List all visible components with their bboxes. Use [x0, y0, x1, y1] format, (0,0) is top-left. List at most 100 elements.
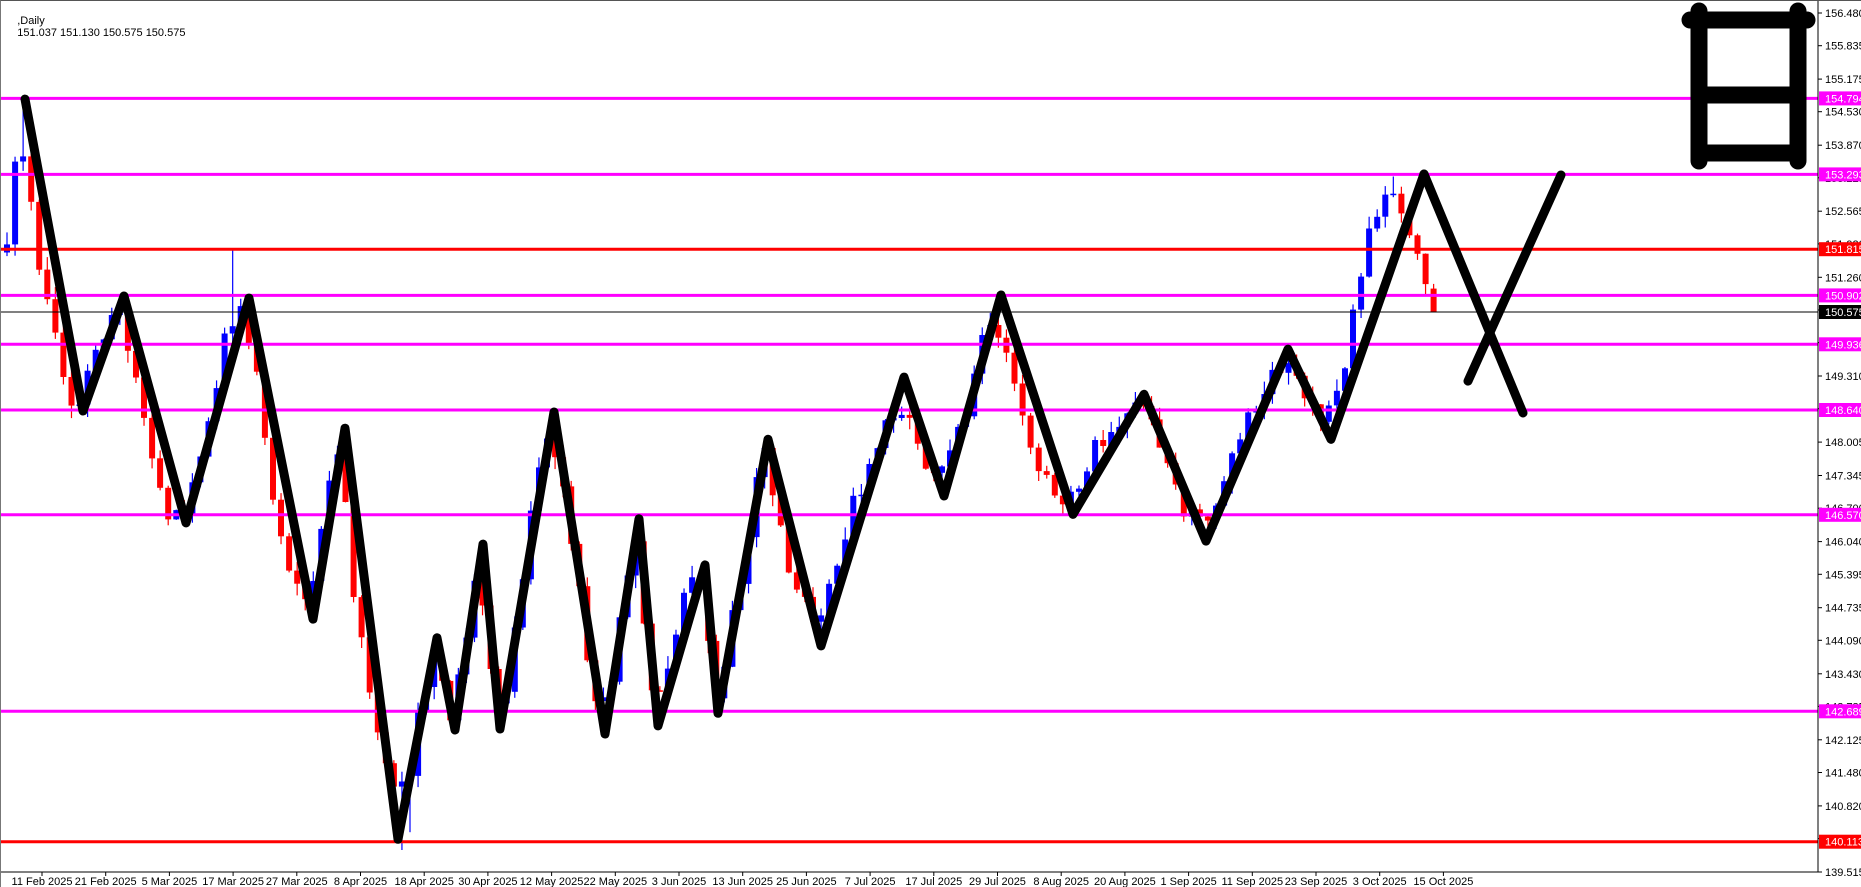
- price-badge: [1819, 242, 1861, 257]
- projection-trendline[interactable]: [1419, 169, 1528, 418]
- date-tick-label: 3 Oct 2025: [1353, 876, 1407, 887]
- candle-body: [1180, 484, 1187, 517]
- symbol-period-label: ,Daily: [17, 15, 45, 27]
- price-badge: [1819, 403, 1861, 417]
- price-tick-label: 153.870: [1825, 140, 1861, 152]
- candle-body: [656, 690, 663, 692]
- price-badge-label: 142.689: [1825, 706, 1861, 718]
- candle-body: [858, 494, 865, 497]
- price-badge: [1819, 91, 1861, 106]
- candle-body: [165, 487, 172, 520]
- candle-body: [1084, 471, 1090, 489]
- date-tick-label: 25 Jun 2025: [776, 876, 837, 887]
- price-tick-label: 155.835: [1825, 41, 1861, 53]
- candle-body: [20, 156, 27, 162]
- price-badge-label: 149.936: [1825, 339, 1861, 351]
- candle-body: [12, 161, 19, 245]
- candle-body: [1253, 411, 1260, 413]
- date-tick-label: 13 Jun 2025: [712, 876, 773, 887]
- projection-trendline[interactable]: [1463, 170, 1566, 386]
- candle-body: [342, 454, 349, 502]
- support-resistance-lines[interactable]: [1, 96, 1818, 844]
- candle-body: [1374, 216, 1381, 229]
- candle-body: [221, 333, 228, 389]
- candle-body: [157, 458, 164, 488]
- date-tick-label: 3 Jun 2025: [652, 876, 706, 887]
- candle-body: [358, 597, 365, 638]
- price-tick-label: 152.565: [1825, 206, 1861, 218]
- price-badge-label: 154.794: [1825, 93, 1861, 105]
- date-tick-label: 8 Aug 2025: [1033, 876, 1089, 887]
- candle-body: [1285, 363, 1292, 373]
- candle-body: [922, 443, 929, 469]
- candle-body: [1019, 383, 1026, 416]
- candle-body: [278, 499, 284, 537]
- price-tick-label: 144.735: [1825, 603, 1861, 615]
- price-badge: [1819, 834, 1861, 849]
- candle-body: [1342, 368, 1348, 391]
- time-axis-scale[interactable]: 11 Feb 2025 21 Feb 2025 5 Mar 2025 17 Mar 2…: [12, 872, 1474, 887]
- candle-body: [1390, 193, 1397, 196]
- date-tick-label: 1 Sep 2025: [1160, 876, 1216, 887]
- date-tick-label: 22 May 2025: [583, 876, 647, 887]
- candle-body: [141, 377, 147, 418]
- date-tick-label: 5 Mar 2025: [142, 876, 198, 887]
- candle-body: [777, 495, 784, 526]
- candle-body: [939, 466, 945, 473]
- price-badge-label: 150.902: [1825, 290, 1861, 302]
- candle-body: [1325, 405, 1332, 422]
- price-badge: [1819, 704, 1861, 719]
- candle-body: [366, 637, 373, 693]
- candle-body: [898, 414, 905, 418]
- candle-body: [552, 438, 559, 458]
- date-tick-label: 21 Feb 2025: [75, 876, 137, 887]
- price-badge: [1819, 288, 1861, 303]
- date-tick-label: 17 Mar 2025: [202, 876, 264, 887]
- candle-body: [1350, 309, 1356, 369]
- price-tick-label: 147.345: [1825, 471, 1861, 483]
- price-tick-label: 154.530: [1825, 107, 1861, 119]
- candle-body: [906, 414, 913, 418]
- candle-body: [1422, 253, 1429, 285]
- candle-body: [1430, 288, 1437, 312]
- candle-body: [1011, 352, 1018, 384]
- zigzag-path[interactable]: [20, 94, 1429, 844]
- date-tick-label: 11 Sep 2025: [1222, 876, 1284, 887]
- date-tick-label: 17 Jul 2025: [905, 876, 962, 887]
- candle-body: [850, 495, 857, 540]
- candle-body: [1398, 193, 1405, 214]
- candle-body: [785, 525, 792, 573]
- candle-body: [261, 371, 268, 438]
- date-tick-label: 8 Apr 2025: [334, 876, 387, 887]
- price-badge: [1819, 337, 1861, 352]
- candle-body: [1229, 453, 1236, 482]
- price-line-badges: 154.794 153.293 151.815 150.902 149.936 148.6…: [1819, 91, 1861, 849]
- date-tick-label: 15 Oct 2025: [1413, 876, 1473, 887]
- candle-body: [36, 201, 43, 270]
- candle-body: [818, 615, 825, 622]
- price-tick-label: 149.310: [1825, 371, 1861, 383]
- candle-body: [1245, 412, 1252, 440]
- candle-body: [52, 299, 59, 333]
- price-badge: [1819, 305, 1861, 319]
- price-badge-label: 148.640: [1825, 405, 1861, 417]
- candle-body: [1414, 235, 1421, 254]
- date-tick-label: 18 Apr 2025: [395, 876, 454, 887]
- chart-title: ,Daily 151.037 151.130 150.575 150.575: [5, 3, 185, 51]
- candle-body: [1196, 509, 1203, 517]
- candle-body: [286, 536, 293, 571]
- candle-body: [350, 502, 357, 597]
- candle-body: [681, 592, 687, 635]
- date-tick-label: 20 Aug 2025: [1094, 876, 1156, 887]
- ohlc-readout: 151.037 151.130 150.575 150.575: [17, 27, 186, 39]
- date-tick-label: 7 Jul 2025: [845, 876, 896, 887]
- price-tick-label: 141.480: [1825, 768, 1861, 780]
- candle-body: [995, 325, 1002, 338]
- zigzag-trendline-drawing[interactable]: [20, 94, 1566, 844]
- rectangle-pattern-drawing[interactable]: [1681, 2, 1816, 170]
- candle-body: [1333, 390, 1340, 406]
- candle-body: [245, 306, 252, 344]
- candle-body: [133, 350, 139, 378]
